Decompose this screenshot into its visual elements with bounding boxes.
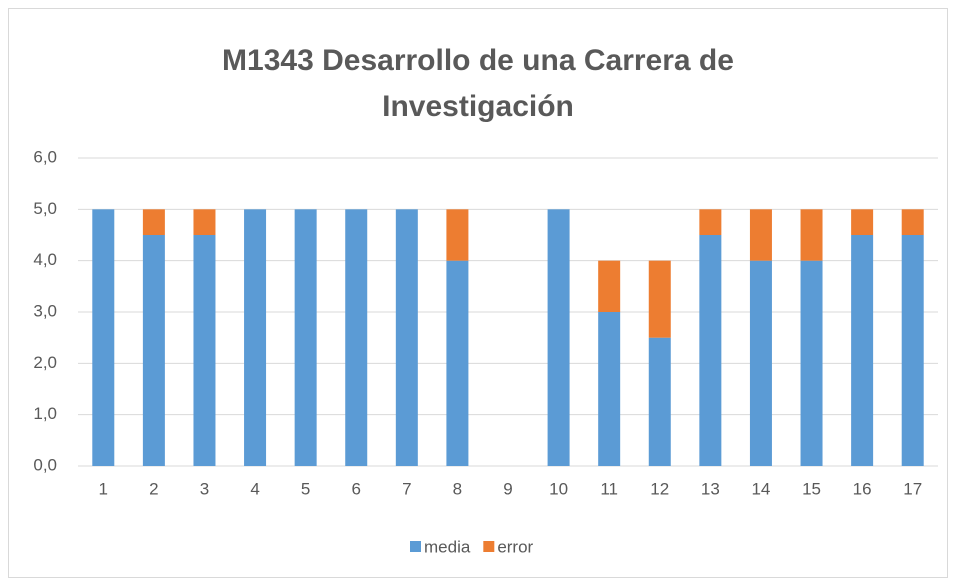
bar-segment (142, 235, 165, 466)
x-tick-label: 13 (701, 479, 720, 498)
legend-label: media (424, 537, 471, 556)
y-tick-label: 2,0 (33, 353, 57, 372)
bar-segment (142, 209, 165, 235)
bar-segment (749, 260, 772, 466)
bar-segment (901, 235, 924, 466)
bar-segment (699, 209, 722, 235)
y-tick-label: 4,0 (33, 250, 57, 269)
chart-title: Investigación (382, 90, 574, 123)
chart-title: M1343 Desarrollo de una Carrera de (222, 44, 734, 77)
x-tick-label: 11 (600, 479, 618, 498)
x-tick-label: 1 (99, 479, 108, 498)
bar-segment (648, 337, 671, 466)
bar-segment (547, 209, 570, 467)
bar-segment (901, 209, 924, 235)
y-tick-label: 3,0 (33, 301, 57, 320)
legend-label: error (497, 537, 533, 556)
y-tick-label: 0,0 (33, 455, 57, 474)
bar-segment (395, 209, 418, 467)
bar-segment (446, 209, 469, 261)
bar-segment (800, 260, 823, 466)
bar-segment (699, 235, 722, 466)
x-tick-label: 5 (301, 479, 310, 498)
legend-swatch (410, 541, 421, 552)
chart-border (8, 8, 948, 578)
x-tick-label: 10 (549, 479, 568, 498)
x-tick-label: 16 (853, 479, 872, 498)
x-tick-label: 7 (402, 479, 411, 498)
x-tick-label: 4 (250, 479, 259, 498)
x-tick-label: 2 (149, 479, 158, 498)
x-tick-label: 14 (751, 479, 770, 498)
x-tick-label: 6 (352, 479, 361, 498)
bar-segment (800, 209, 823, 261)
x-tick-label: 15 (802, 479, 821, 498)
x-tick-label: 9 (503, 479, 512, 498)
bar-segment (92, 209, 115, 467)
legend-swatch (483, 541, 495, 552)
y-tick-label: 5,0 (33, 199, 57, 218)
bar-segment (851, 209, 874, 235)
bar-segment (749, 209, 772, 261)
bar-segment (193, 235, 216, 466)
bar-segment (244, 209, 267, 467)
bar-segment (598, 260, 621, 312)
bar-segment (446, 260, 469, 466)
bar-segment (851, 235, 874, 466)
y-tick-label: 6,0 (33, 147, 57, 166)
bar-segment (648, 260, 671, 338)
bar-segment (345, 209, 368, 467)
y-tick-label: 1,0 (33, 404, 57, 423)
x-tick-label: 12 (650, 479, 669, 498)
x-tick-label: 8 (453, 479, 462, 498)
x-tick-label: 3 (200, 479, 209, 498)
x-tick-label: 17 (903, 479, 922, 498)
bar-segment (598, 312, 621, 466)
bar-segment (294, 209, 317, 467)
bar-segment (193, 209, 216, 235)
